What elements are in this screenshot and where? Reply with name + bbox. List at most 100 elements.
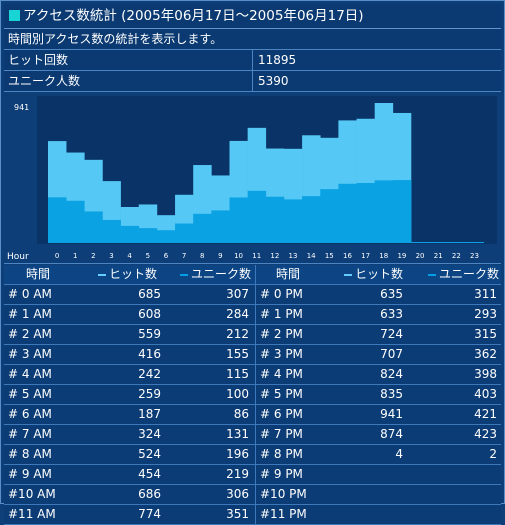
hour-label-pm: # 6 PM [260, 407, 303, 421]
unique-bar [447, 242, 466, 243]
table-row: # 8 AM 524 196 # 8 PM 4 2 [4, 445, 501, 465]
x-tick-label: 1 [73, 252, 77, 260]
header-hits: ヒット数 [344, 265, 403, 284]
unique-value-am: 219 [226, 467, 249, 481]
unique-value-am: 306 [226, 487, 249, 501]
page-title: アクセス数統計 (2005年06月17日～2005年06月17日) [23, 8, 364, 24]
column-divider [255, 325, 256, 344]
unique-bar [120, 225, 140, 243]
hour-label-pm: # 4 PM [260, 367, 303, 381]
title-square-icon [9, 10, 20, 21]
x-tick-label: 11 [252, 252, 261, 260]
column-divider [255, 405, 256, 424]
x-tick-label: 17 [361, 252, 370, 260]
hour-label-am: #10 AM [8, 487, 56, 501]
hour-label-pm: #10 PM [260, 487, 307, 501]
x-axis-label: Hour [7, 252, 29, 262]
hour-label-pm: # 5 PM [260, 387, 303, 401]
hits-value-am: 259 [138, 387, 161, 401]
hourly-chart: 941 Hour 0 1 2 3 4 5 6 7 8 9 10 11 12 13 14 15 16 17 18 19 2… [4, 93, 501, 264]
hits-value-am: 324 [138, 427, 161, 441]
table-row: # 9 AM 454 219 # 9 PM [4, 465, 501, 485]
unique-bar [465, 242, 484, 243]
x-tick-label: 8 [200, 252, 204, 260]
x-tick-label: 6 [164, 252, 169, 260]
table-row: # 1 AM 608 284 # 1 PM 633 293 [4, 305, 501, 325]
unique-value-am: 86 [233, 407, 249, 421]
hits-value-am: 685 [138, 287, 161, 301]
hour-label-pm: # 1 PM [260, 307, 303, 321]
hour-label-am: # 7 AM [8, 427, 52, 441]
column-divider [255, 485, 256, 504]
unique-bar [138, 228, 158, 243]
column-divider [255, 345, 256, 364]
unique-value-pm: 423 [474, 427, 497, 441]
unique-value-am: 115 [226, 367, 249, 381]
header-unique: ユニーク数 [180, 265, 251, 284]
unique-bar [175, 223, 194, 243]
unique-bar [102, 219, 121, 243]
hits-value-pm: 4 [395, 447, 403, 461]
table-row: # 5 AM 259 100 # 5 PM 835 403 [4, 385, 501, 405]
hits-value-am: 416 [138, 347, 161, 361]
column-divider [255, 425, 256, 444]
hits-value-pm: 724 [380, 327, 403, 341]
x-tick-label: 9 [218, 252, 222, 260]
x-tick-label: 7 [182, 252, 186, 260]
summary-value: 11895 [258, 53, 297, 67]
hourly-table: 時間 ヒット数 ユニーク数 時間 ヒット数 ユニーク数 # 0 AM 685 307… [4, 265, 501, 525]
unique-value-am: 307 [226, 287, 249, 301]
x-tick-label: 13 [289, 252, 298, 260]
unique-value-am: 155 [226, 347, 249, 361]
x-tick-label: 5 [146, 252, 150, 260]
x-tick-label: 23 [470, 252, 479, 260]
column-divider [255, 285, 256, 304]
table-row: #11 AM 774 351 #11 PM [4, 505, 501, 525]
title-bar: アクセス数統計 (2005年06月17日～2005年06月17日) [4, 4, 501, 29]
hour-label-am: # 0 AM [8, 287, 52, 301]
description-text: 時間別アクセス数の統計を表示します。 [8, 32, 223, 46]
hour-label-pm: # 7 PM [260, 427, 303, 441]
unique-bar [229, 197, 248, 243]
unique-bar [411, 242, 430, 243]
unique-bar [356, 183, 375, 243]
unique-bar [156, 230, 176, 243]
header-hits: ヒット数 [98, 265, 157, 284]
column-divider [255, 465, 256, 484]
summary-label: ヒット回数 [4, 50, 253, 70]
unique-bar [374, 180, 394, 243]
hour-label-am: # 4 AM [8, 367, 52, 381]
hits-value-am: 559 [138, 327, 161, 341]
unique-bar [302, 196, 321, 243]
summary-row-hits: ヒット回数 11895 [4, 50, 501, 71]
hits-value-am: 242 [138, 367, 161, 381]
hour-label-pm: # 0 PM [260, 287, 303, 301]
hits-value-pm: 941 [380, 407, 403, 421]
y-max-label: 941 [14, 103, 29, 112]
unique-legend-icon [428, 273, 436, 276]
hour-label-pm: # 8 PM [260, 447, 303, 461]
unique-bar [392, 180, 412, 243]
unique-value-pm: 362 [474, 347, 497, 361]
x-tick-label: 10 [234, 252, 243, 260]
hits-value-pm: 633 [380, 307, 403, 321]
unique-bar [320, 189, 339, 243]
hits-value-am: 187 [138, 407, 161, 421]
unique-bar [193, 213, 212, 243]
table-row: # 0 AM 685 307 # 0 PM 635 311 [4, 285, 501, 305]
x-tick-label: 3 [109, 252, 113, 260]
hits-value-pm: 635 [380, 287, 403, 301]
unique-bar [283, 199, 303, 243]
table-row: # 3 AM 416 155 # 3 PM 707 362 [4, 345, 501, 365]
hits-value-pm: 824 [380, 367, 403, 381]
unique-value-am: 351 [226, 507, 249, 521]
unique-value-pm: 403 [474, 387, 497, 401]
unique-bar [84, 211, 103, 243]
unique-value-pm: 2 [489, 447, 497, 461]
hour-label-am: #11 AM [8, 507, 56, 521]
unique-value-pm: 421 [474, 407, 497, 421]
unique-value-am: 131 [226, 427, 249, 441]
table-row: # 7 AM 324 131 # 7 PM 874 423 [4, 425, 501, 445]
column-divider [255, 265, 256, 284]
description-row: 時間別アクセス数の統計を表示します。 [4, 29, 501, 50]
